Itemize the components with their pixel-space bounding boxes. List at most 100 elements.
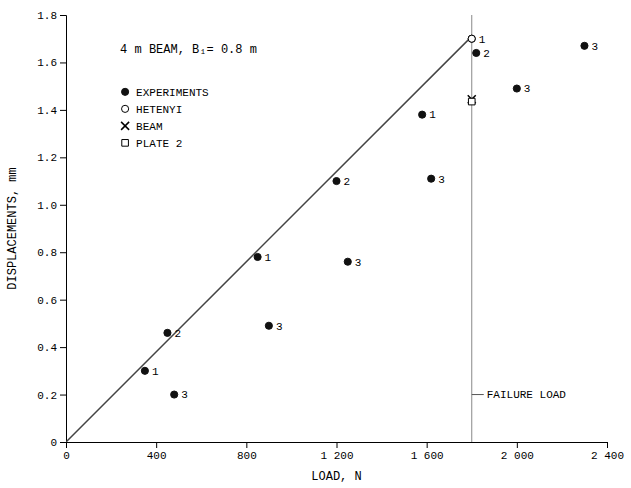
texts: FAILURE LOAD12313231312334 m BEAM, B₁= 0…	[120, 34, 598, 402]
point	[581, 42, 588, 49]
point-label: 1	[429, 109, 436, 121]
y-tick-mark	[60, 442, 66, 443]
x-tick: 1 600	[411, 442, 444, 462]
x-tick-label: 0	[63, 450, 70, 462]
y-tick-label: 0	[50, 437, 57, 449]
legend-label: PLATE 2	[136, 138, 182, 150]
legend: EXPERIMENTS HETENYI BEAM PLATE 2	[121, 87, 209, 150]
line	[66, 36, 472, 442]
x-tick-label: 800	[237, 450, 257, 462]
point	[344, 258, 351, 265]
y-axis-title: DISPLACEMENTS, mm	[6, 167, 20, 289]
x-tick-label: 1 600	[411, 450, 444, 462]
x-tick: 800	[237, 442, 257, 462]
legend-item: PLATE 2	[122, 138, 183, 150]
y-tick: 0.4	[37, 342, 66, 354]
x-tick-label: 2 400	[591, 450, 624, 462]
y-tick-mark	[60, 110, 66, 111]
y-tick-label: 0.4	[37, 342, 57, 354]
legend-label: EXPERIMENTS	[136, 87, 209, 99]
point	[468, 35, 475, 42]
legend-symbol	[122, 140, 129, 147]
point-label: 2	[344, 176, 351, 188]
point	[164, 329, 171, 336]
y-tick-label: 0.6	[37, 295, 57, 307]
legend-symbol	[121, 122, 129, 130]
point	[419, 111, 426, 118]
chart: 0 400 800 1 200 1 600 2 000 2 400 0 0.2 0.4 0.6 0.8…	[0, 0, 631, 488]
title: 4 m BEAM, B₁= 0.8 m	[120, 43, 257, 57]
point-label: 3	[524, 83, 531, 95]
y-tick-label: 1.8	[37, 10, 57, 22]
point	[468, 35, 475, 42]
y-tick-mark	[60, 62, 66, 63]
point-label: 2	[483, 48, 490, 60]
y-tick: 0.6	[37, 295, 66, 307]
y-tick-mark	[60, 347, 66, 348]
x-tick: 2 000	[501, 442, 534, 462]
x-axis-line	[67, 443, 608, 449]
point	[473, 49, 480, 56]
point-label: 1	[479, 34, 486, 46]
y-tick: 0	[50, 437, 66, 449]
point	[171, 391, 178, 398]
x-tick-mark	[246, 442, 247, 448]
y-axis: 0 0.2 0.4 0.6 0.8 1.0 1.2 1.4 1.6 1.8	[37, 10, 66, 449]
x-tick: 1 200	[320, 442, 353, 462]
x-tick-mark	[517, 442, 518, 448]
x-tick-mark	[607, 442, 608, 448]
y-tick-label: 0.8	[37, 247, 57, 259]
x-tick: 2 400	[591, 442, 624, 462]
y-tick: 1.8	[37, 10, 66, 22]
x-axis: 0 400 800 1 200 1 600 2 000 2 400	[63, 442, 624, 462]
x-axis-title: LOAD, N	[311, 470, 361, 484]
x-tick-mark	[337, 442, 338, 448]
reference-line	[471, 15, 472, 442]
point	[265, 322, 272, 329]
x-tick: 0	[63, 442, 70, 462]
y-tick-mark	[60, 300, 66, 301]
point	[468, 98, 475, 105]
point	[141, 367, 148, 374]
y-tick-mark	[60, 252, 66, 253]
point-label: 3	[591, 41, 598, 53]
point	[513, 85, 520, 92]
y-tick-label: 1.6	[37, 57, 57, 69]
point-label: 2	[174, 328, 181, 340]
point-label: 3	[355, 257, 362, 269]
point	[254, 253, 261, 260]
y-tick-mark	[60, 205, 66, 206]
y-tick-mark	[60, 157, 66, 158]
x-tick-label: 400	[147, 450, 167, 462]
y-tick: 0.2	[37, 390, 66, 402]
point	[333, 177, 340, 184]
x-tick-label: 2 000	[501, 450, 534, 462]
x-tick: 400	[147, 442, 167, 462]
y-axis-line	[60, 16, 67, 443]
legend-item: BEAM	[121, 121, 162, 133]
legend-item: HETENYI	[122, 104, 183, 116]
y-tick: 0.8	[37, 247, 66, 259]
y-tick-label: 1.0	[37, 200, 57, 212]
marks	[66, 15, 588, 442]
legend-symbol	[122, 88, 129, 95]
plot-area: 0 400 800 1 200 1 600 2 000 2 400 0 0.2 0.4 0.6 0.8…	[6, 10, 624, 484]
x-tick-mark	[427, 442, 428, 448]
y-tick: 1.0	[37, 200, 66, 212]
y-tick: 1.4	[37, 105, 66, 117]
point-label: 3	[181, 389, 188, 401]
legend-symbol	[122, 105, 129, 112]
y-tick-label: 1.2	[37, 152, 57, 164]
point-label: 3	[438, 174, 445, 186]
legend-item: EXPERIMENTS	[122, 87, 210, 99]
annotation-connector	[472, 394, 484, 395]
y-tick-label: 1.4	[37, 105, 57, 117]
annotation-label: FAILURE LOAD	[487, 389, 567, 401]
point-label: 3	[276, 321, 283, 333]
y-tick: 1.2	[37, 152, 66, 164]
y-tick: 1.6	[37, 57, 66, 69]
y-tick-label: 0.2	[37, 390, 57, 402]
legend-label: HETENYI	[136, 104, 182, 116]
y-tick-mark	[60, 15, 66, 16]
x-tick-mark	[156, 442, 157, 448]
